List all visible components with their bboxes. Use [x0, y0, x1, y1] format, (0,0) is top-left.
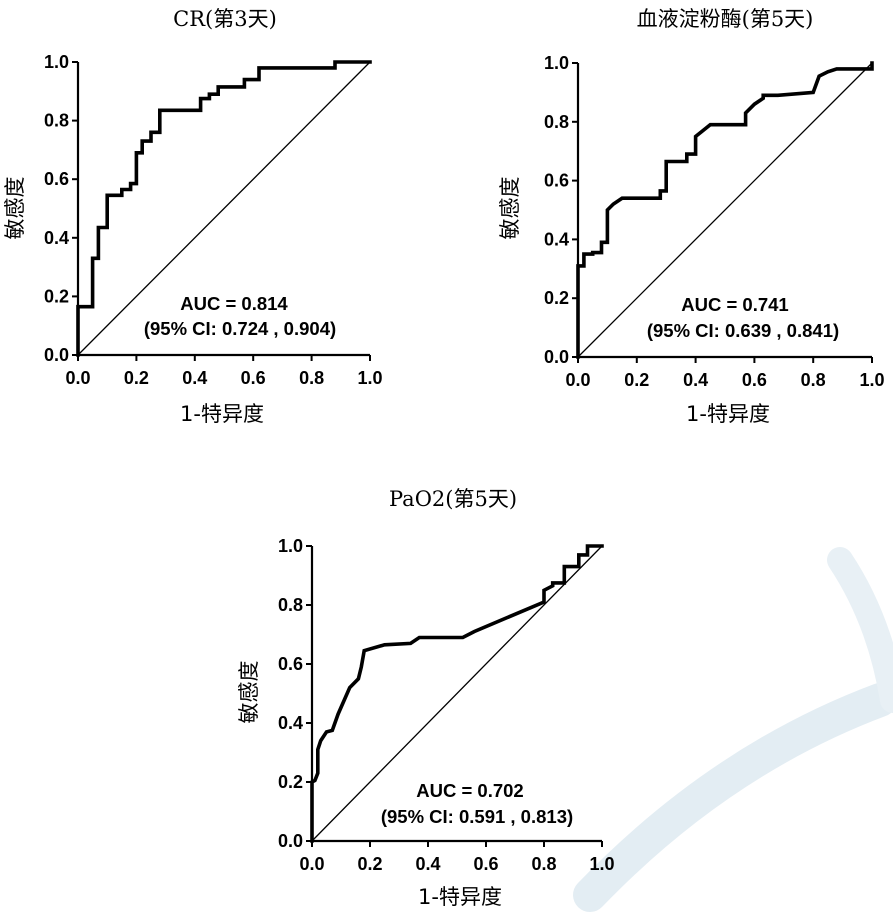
x-tick-label: 0.4 [683, 370, 708, 390]
y-tick-label: 0.4 [544, 229, 569, 249]
roc-panel-pao2: PaO2(第5天) 敏感度 1-特异度 AUC = 0.702 (95% CI:… [237, 487, 615, 909]
y-tick-label: 0.0 [44, 345, 69, 365]
auc-label: AUC = 0.702 [416, 780, 523, 801]
reference-diagonal [577, 62, 873, 358]
y-tick-label: 0.4 [44, 228, 69, 248]
x-tick-label: 0.2 [624, 370, 649, 390]
y-axis-label: 敏感度 [498, 177, 522, 240]
ci-label: (95% CI: 0.639 , 0.841) [647, 320, 839, 341]
x-tick-label: 0.2 [357, 854, 382, 874]
reference-diagonal [311, 545, 603, 842]
ci-label: (95% CI: 0.591 , 0.813) [381, 806, 573, 827]
y-tick-label: 0.8 [544, 112, 569, 132]
x-axis-label: 1-特异度 [686, 402, 770, 426]
x-tick-label: 0.6 [742, 370, 767, 390]
y-axis-label: 敏感度 [237, 661, 261, 724]
x-tick-label: 0.0 [299, 854, 324, 874]
y-tick-label: 0.0 [278, 831, 303, 851]
y-tick-label: 0.2 [44, 286, 69, 306]
roc-curve [76, 60, 372, 357]
x-tick-label: 0.8 [299, 368, 324, 388]
y-tick-label: 0.2 [278, 772, 303, 792]
y-tick-label: 0.2 [544, 288, 569, 308]
y-tick-label: 0.4 [278, 713, 303, 733]
ci-label: (95% CI: 0.724 , 0.904) [144, 318, 336, 339]
chart-title: PaO2(第5天) [389, 487, 517, 511]
y-tick-label: 0.8 [44, 111, 69, 131]
y-tick-label: 0.6 [278, 654, 303, 674]
x-tick-label: 0.0 [565, 370, 590, 390]
x-tick-label: 0.4 [415, 854, 440, 874]
x-tick-label: 1.0 [859, 370, 884, 390]
roc-panel-amylase: 血液淀粉酶(第5天) 敏感度 1-特异度 AUC = 0.741 (95% CI… [498, 7, 885, 426]
roc-curve [576, 61, 874, 359]
x-tick-label: 1.0 [589, 854, 614, 874]
auc-label: AUC = 0.814 [180, 293, 288, 314]
y-tick-label: 0.6 [544, 171, 569, 191]
x-tick-label: 0.8 [531, 854, 556, 874]
y-tick-label: 1.0 [44, 52, 69, 72]
y-axis-label: 敏感度 [3, 177, 27, 240]
y-tick-label: 0.8 [278, 595, 303, 615]
reference-diagonal [77, 61, 371, 356]
roc-panel-cr: CR(第3天) 敏感度 1-特异度 AUC = 0.814 (95% CI: 0… [3, 7, 383, 426]
x-axis-label: 1-特异度 [180, 402, 264, 426]
y-tick-label: 0.6 [44, 169, 69, 189]
auc-label: AUC = 0.741 [681, 294, 788, 315]
y-tick-label: 0.0 [544, 347, 569, 367]
y-tick-label: 1.0 [278, 536, 303, 556]
x-tick-label: 1.0 [357, 368, 382, 388]
x-tick-label: 0.4 [182, 368, 207, 388]
x-tick-label: 0.0 [65, 368, 90, 388]
watermark-swoosh-2 [827, 547, 893, 713]
chart-title: 血液淀粉酶(第5天) [637, 7, 814, 31]
watermark-swoosh [573, 683, 893, 912]
roc-curve [310, 544, 604, 843]
x-tick-label: 0.6 [473, 854, 498, 874]
watermark [573, 547, 893, 912]
x-tick-label: 0.8 [801, 370, 826, 390]
y-tick-label: 1.0 [544, 53, 569, 73]
x-tick-label: 0.2 [124, 368, 149, 388]
x-axis-label: 1-特异度 [418, 885, 502, 909]
chart-title: CR(第3天) [173, 7, 277, 31]
x-tick-label: 0.6 [241, 368, 266, 388]
